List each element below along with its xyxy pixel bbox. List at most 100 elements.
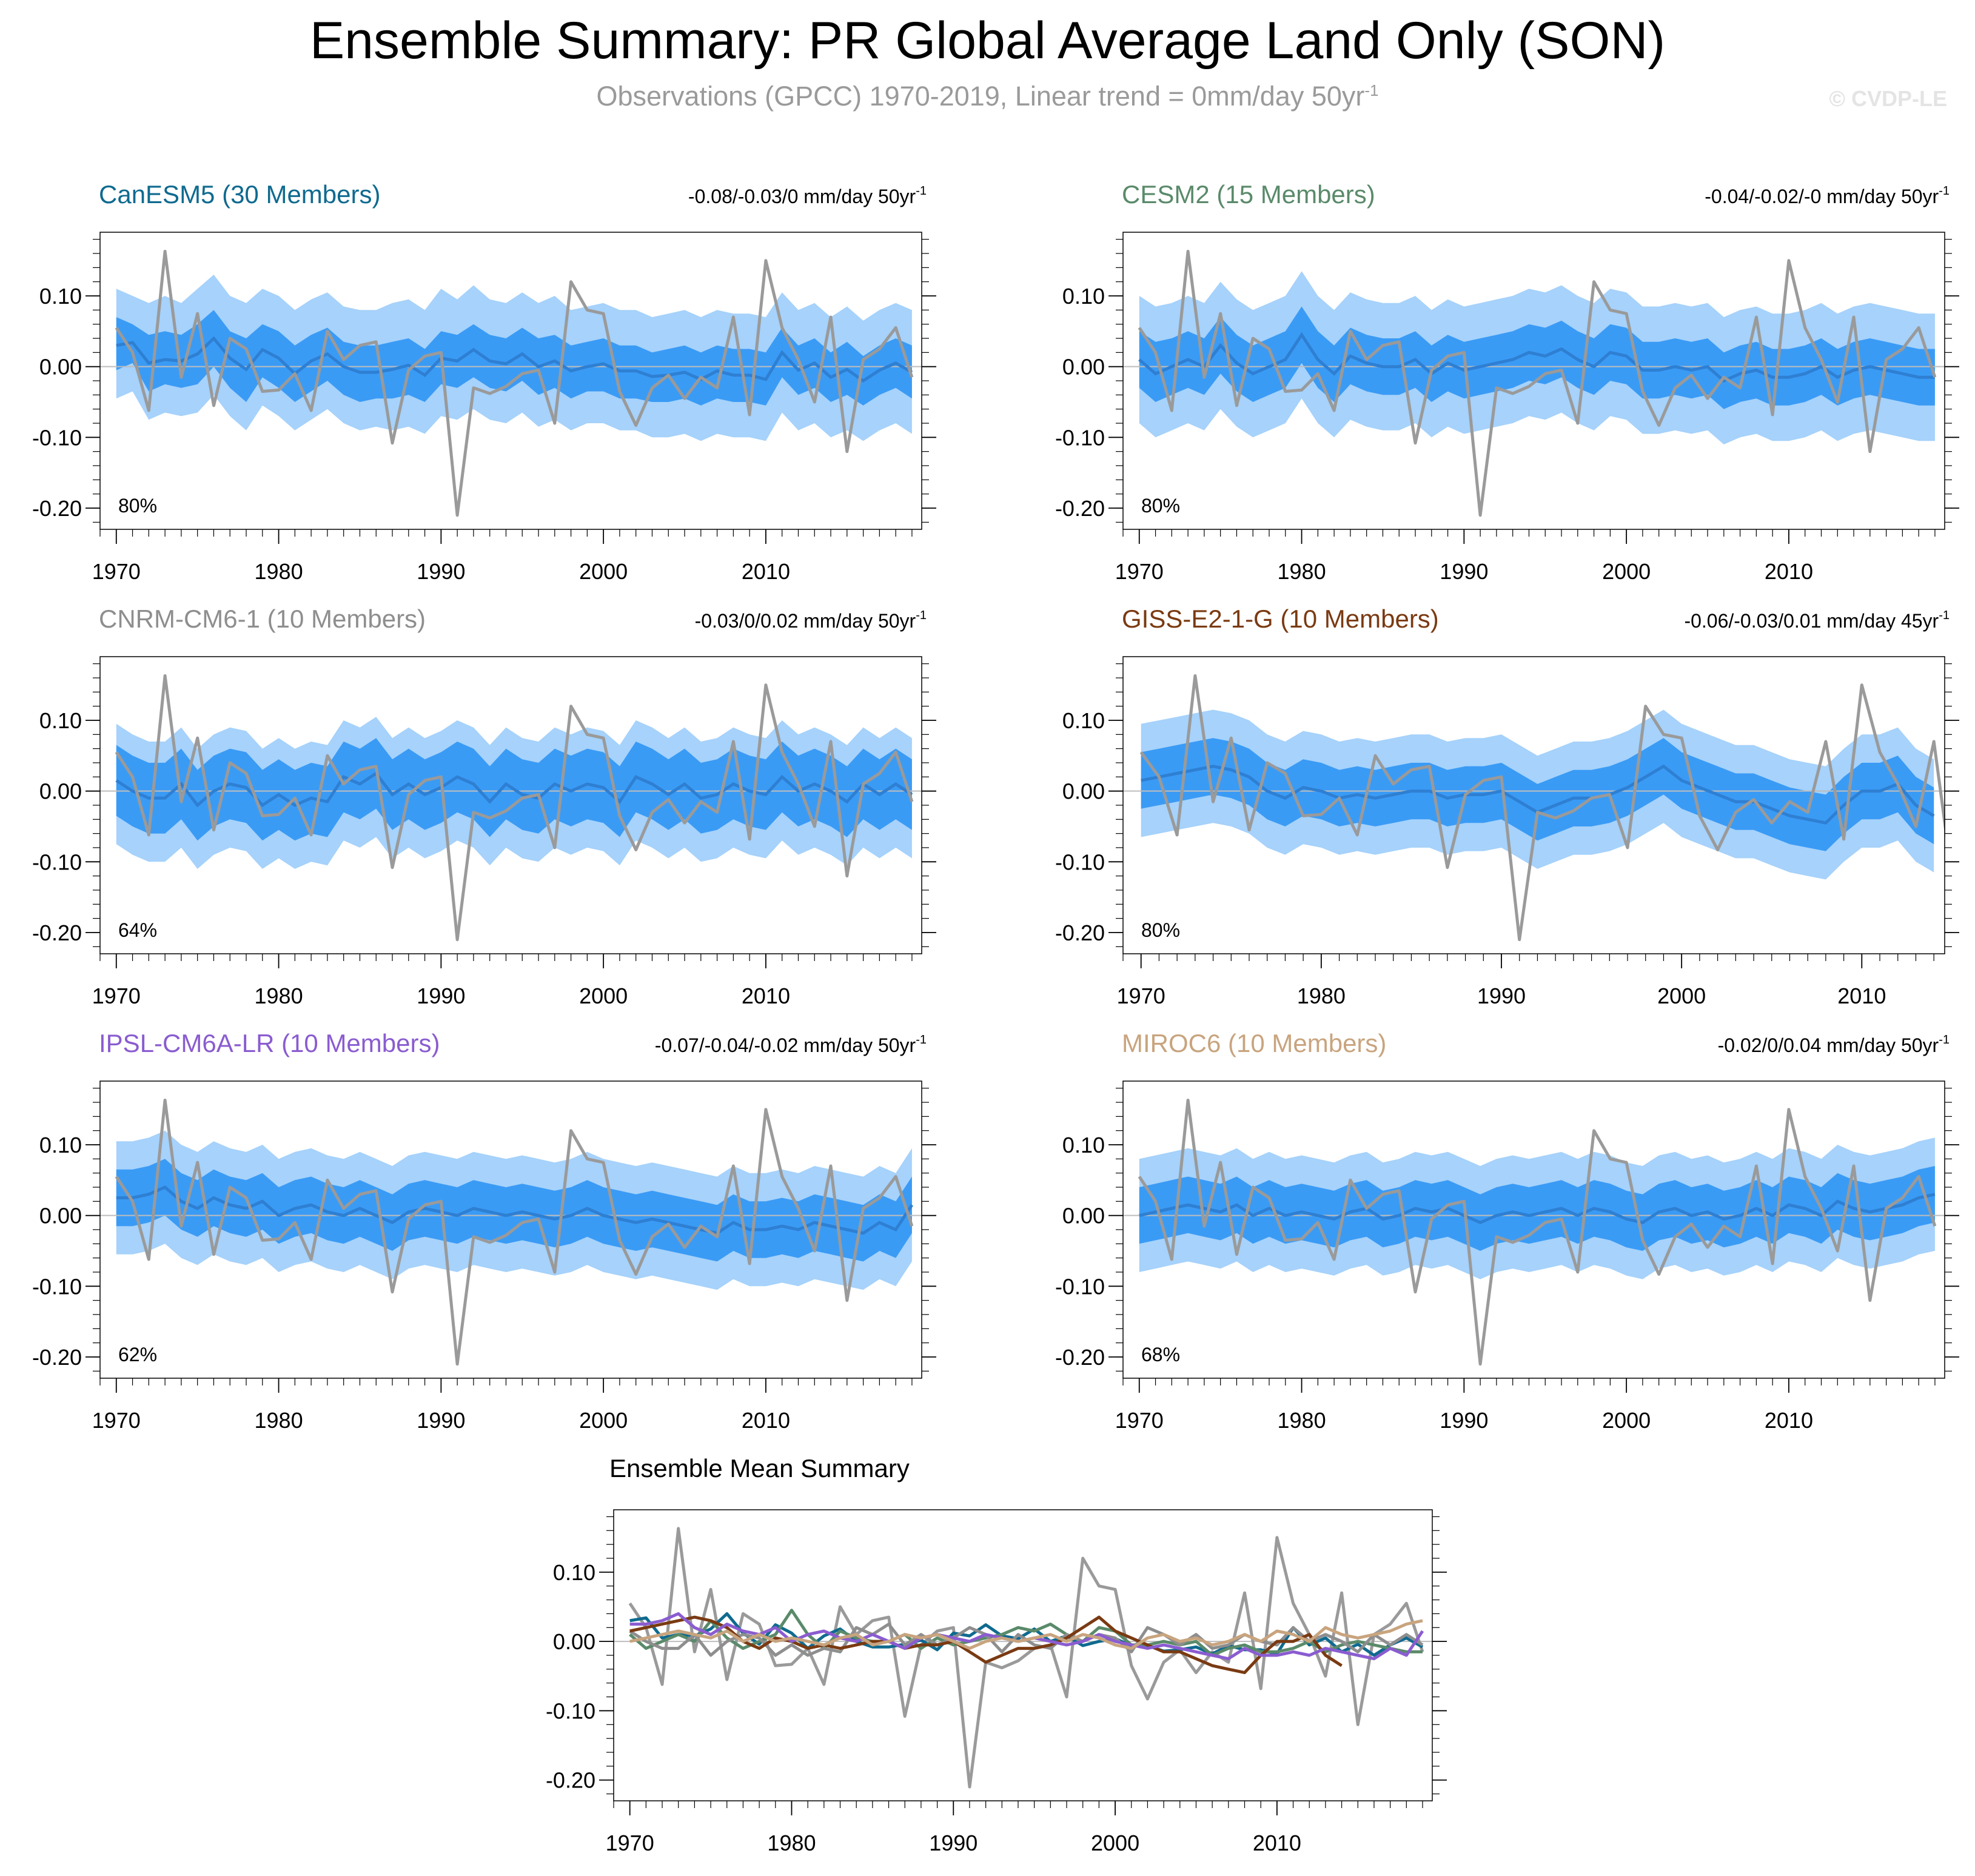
panel-trend: -0.07/-0.04/-0.02 mm/day 50yr-1 [655,1033,927,1056]
summary-xtick-label: 1970 [606,1831,654,1855]
subtitle-text: Observations (GPCC) 1970-2019, Linear tr… [596,81,1365,112]
ensemble-mean-line [115,771,913,808]
panel-giss-e2-1-g: 0.10 0.00 -0.10 -0.20 1970 1980 1990 2000 2010 GI… [1055,605,1975,1008]
panel-ytick-label: 0.10 [39,284,82,309]
panel-xtick-label: 1990 [417,983,465,1008]
panel-ipsl-cm6a-lr: 0.10 0.00 -0.10 -0.20 1970 1980 1990 2000 2010 IP… [32,1029,936,1433]
panel-xtick-label: 1990 [1477,983,1526,1008]
ensemble-mean-line [116,336,913,383]
panel-xtick-label: 1990 [417,1408,465,1433]
observations-line [115,250,914,517]
panel-xtick-label: 1970 [92,559,141,584]
panel-ytick-label: -0.10 [32,1274,82,1299]
panel-trend-sup: -1 [916,1033,927,1047]
panel-title: CanESM5 (30 Members) [99,180,380,209]
panel-title: CNRM-CM6-1 (10 Members) [99,605,426,633]
summary-line-miroc6 [629,1619,1423,1650]
panel-percent: 80% [118,495,157,517]
panel-xtick-label: 2010 [1765,1408,1813,1433]
panel-ytick-label: -0.10 [32,849,82,874]
panel-xtick-label: 2010 [742,1408,790,1433]
panel-ytick-label: -0.20 [32,1345,82,1370]
panel-xtick-label: 1980 [1278,559,1326,584]
ensemble-mean-line [1139,1193,1936,1225]
panel-ytick-label: 0.10 [1062,284,1105,309]
panel-ytick-label: -0.20 [32,920,82,945]
figure-title: Ensemble Summary: PR Global Average Land… [309,12,1666,70]
panel-xtick-label: 1980 [255,1408,303,1433]
panel-xtick-label: 1970 [1115,559,1164,584]
figure-subtitle: Observations (GPCC) 1970-2019, Linear tr… [0,81,1975,112]
panel-percent: 68% [1141,1344,1180,1365]
panel-ytick-label: -0.10 [1055,425,1105,450]
panel-trend-sup: -1 [1939,184,1950,198]
summary-ytick-label: 0.10 [553,1560,595,1585]
summary-xtick-label: 2010 [1253,1831,1301,1855]
observations-line [115,1099,914,1366]
panel-trend: -0.04/-0.02/-0 mm/day 50yr-1 [1705,184,1950,207]
panel-miroc6: 0.10 0.00 -0.10 -0.20 1970 1980 1990 2000 2010 MI… [1055,1029,1959,1433]
panel-trend-sup: -1 [916,609,927,622]
inner-range-band [1139,1166,1935,1251]
panel-xtick-label: 2000 [1657,983,1706,1008]
observations-line [115,674,914,942]
panel-percent: 64% [118,919,157,941]
panel-xtick-label: 1990 [417,559,465,584]
panel-percent: 80% [1141,919,1180,941]
panel-ytick-label: 0.00 [39,779,82,804]
panel-canesm5: 0.10 0.00 -0.10 -0.20 1970 1980 1990 2000 2010 Ca… [32,180,936,584]
panel-ytick-label: 0.00 [1062,1204,1105,1228]
panel-xtick-label: 2000 [579,983,628,1008]
summary-xtick-label: 1990 [929,1831,977,1855]
panel-ytick-label: 0.00 [1062,779,1105,804]
summary-line-giss-e2-1-g [629,1615,1343,1675]
panel-percent: 62% [118,1344,157,1365]
panel-xtick-label: 1980 [255,983,303,1008]
panel-ytick-label: 0.00 [39,355,82,380]
panel-xtick-label: 2000 [579,559,628,584]
panel-xtick-label: 2000 [1602,1408,1651,1433]
panel-xtick-label: 1980 [1297,983,1346,1008]
summary-observations-line [628,1527,1424,1789]
panel-trend: -0.06/-0.03/0.01 mm/day 45yr-1 [1684,609,1950,632]
panel-trend-sup: -1 [1939,1033,1950,1047]
panel-ytick-label: 0.10 [1062,708,1105,733]
panel-xtick-label: 2000 [1602,559,1651,584]
panel-title: CESM2 (15 Members) [1122,180,1375,209]
panel-title: IPSL-CM6A-LR (10 Members) [99,1029,440,1057]
observations-line [1138,1099,1937,1366]
panel-xtick-label: 1990 [1440,1408,1488,1433]
subtitle-sup: -1 [1364,81,1379,99]
summary-ytick-label: -0.10 [546,1698,595,1723]
panel-xtick-label: 1970 [1115,1408,1164,1433]
summary-title: Ensemble Mean Summary [609,1454,910,1482]
panel-ytick-label: -0.20 [1055,1345,1105,1370]
panel-title: GISS-E2-1-G (10 Members) [1122,605,1439,633]
panel-ytick-label: -0.20 [32,496,82,521]
summary-xtick-label: 1980 [767,1831,816,1855]
panel-xtick-label: 2010 [742,983,790,1008]
panel-xtick-label: 1990 [1440,559,1488,584]
panel-ensemble-mean-summary: 0.10 0.00 -0.10 -0.20 1970 1980 1990 2000 2010 En… [546,1454,1447,1855]
panel-ytick-label: -0.10 [32,425,82,450]
inner-range-band [1141,738,1934,851]
panel-trend: -0.08/-0.03/0 mm/day 50yr-1 [688,184,927,207]
panel-ytick-label: -0.20 [1055,496,1105,521]
observations-line [1139,674,1975,942]
panel-ytick-label: 0.00 [1062,355,1105,380]
panel-xtick-label: 2010 [1765,559,1813,584]
summary-ytick-label: 0.00 [553,1629,595,1654]
panel-percent: 80% [1141,495,1180,517]
panel-trend: -0.02/0/0.04 mm/day 50yr-1 [1718,1033,1950,1056]
panel-ytick-label: -0.20 [1055,920,1105,945]
panel-cnrm-cm6-1: 0.10 0.00 -0.10 -0.20 1970 1980 1990 2000 2010 CN… [32,605,936,1008]
panel-ytick-label: 0.10 [39,708,82,733]
panel-cesm2: 0.10 0.00 -0.10 -0.20 1970 1980 1990 2000 2010 CE… [1055,180,1959,584]
panel-xtick-label: 2010 [742,559,790,584]
observations-line [1138,250,1937,517]
panel-xtick-label: 1970 [92,983,141,1008]
summary-ytick-label: -0.20 [546,1768,595,1793]
panel-ytick-label: 0.10 [1062,1133,1105,1157]
panel-ytick-label: -0.10 [1055,849,1105,874]
